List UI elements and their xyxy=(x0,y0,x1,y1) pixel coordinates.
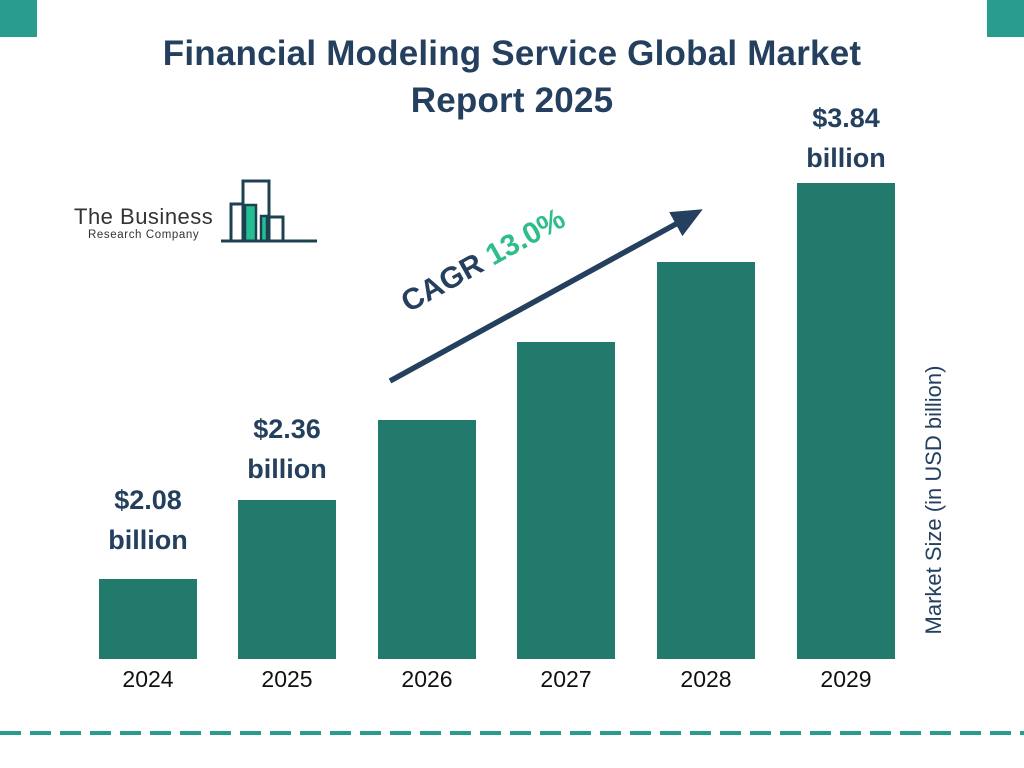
x-tick-2028: 2028 xyxy=(680,666,732,692)
y-axis-label: Market Size (in USD billion) xyxy=(921,365,946,635)
value-label-2029: $3.84 billion xyxy=(806,103,886,173)
bar-2025 xyxy=(238,500,336,659)
title-line-2: Report 2025 xyxy=(410,81,614,120)
corner-accent-top-right xyxy=(987,0,1024,37)
bar-2029 xyxy=(797,183,895,659)
x-tick-2029: 2029 xyxy=(820,666,872,692)
company-logo: The Business Research Company xyxy=(74,178,319,244)
corner-accent-top-left xyxy=(0,0,37,37)
bar-2027 xyxy=(517,342,615,659)
bar-chart-logo-icon xyxy=(221,179,318,243)
page-title: Financial Modeling Service Global Market… xyxy=(0,30,1024,124)
company-subname: Research Company xyxy=(88,229,200,241)
value-label-2025: $2.36 billion xyxy=(247,414,327,484)
x-tick-2027: 2027 xyxy=(540,666,592,692)
company-name: The Business xyxy=(74,204,214,229)
x-tick-2024: 2024 xyxy=(122,666,174,692)
bar-2028 xyxy=(657,262,755,659)
cagr-trend-arrow xyxy=(388,209,703,384)
x-tick-2025: 2025 xyxy=(261,666,313,692)
bar-2026 xyxy=(378,420,476,659)
bottom-dashed-divider xyxy=(0,731,1024,735)
company-logo-text: The Business Research Company xyxy=(74,205,213,244)
x-tick-2026: 2026 xyxy=(401,666,453,692)
value-label-2024: $2.08 billion xyxy=(108,485,188,555)
bar-2024 xyxy=(99,579,197,659)
title-line-1: Financial Modeling Service Global Market xyxy=(162,34,862,73)
